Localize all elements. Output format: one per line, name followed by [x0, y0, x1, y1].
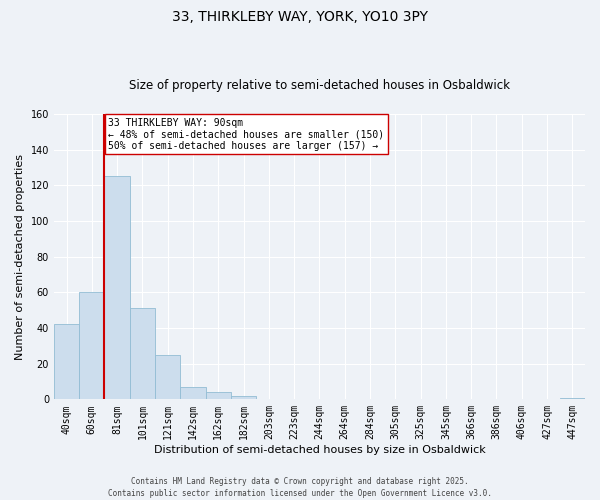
Bar — [130, 308, 155, 400]
Bar — [231, 396, 256, 400]
Bar — [155, 355, 181, 400]
Bar — [206, 392, 231, 400]
Text: Contains HM Land Registry data © Crown copyright and database right 2025.
Contai: Contains HM Land Registry data © Crown c… — [108, 476, 492, 498]
Bar — [560, 398, 585, 400]
Y-axis label: Number of semi-detached properties: Number of semi-detached properties — [15, 154, 25, 360]
Bar — [54, 324, 79, 400]
Text: 33, THIRKLEBY WAY, YORK, YO10 3PY: 33, THIRKLEBY WAY, YORK, YO10 3PY — [172, 10, 428, 24]
X-axis label: Distribution of semi-detached houses by size in Osbaldwick: Distribution of semi-detached houses by … — [154, 445, 485, 455]
Title: Size of property relative to semi-detached houses in Osbaldwick: Size of property relative to semi-detach… — [129, 79, 510, 92]
Bar — [79, 292, 104, 400]
Bar — [181, 387, 206, 400]
Bar — [104, 176, 130, 400]
Text: 33 THIRKLEBY WAY: 90sqm
← 48% of semi-detached houses are smaller (150)
50% of s: 33 THIRKLEBY WAY: 90sqm ← 48% of semi-de… — [108, 118, 385, 151]
